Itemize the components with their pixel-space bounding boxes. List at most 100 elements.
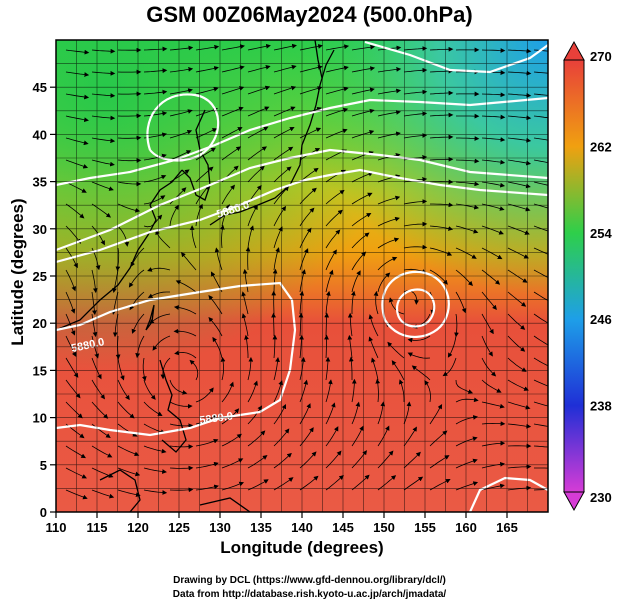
streamline-arrow (273, 247, 280, 271)
streamline-arrow (533, 335, 548, 346)
y-tick-label: 0 (40, 505, 47, 520)
streamline-arrow (481, 48, 506, 53)
streamline-arrow (377, 450, 394, 469)
streamline-arrow (117, 467, 141, 477)
colorbar-bottom-arrow (563, 491, 585, 512)
x-tick-label: 150 (373, 520, 395, 535)
x-tick-label: 145 (332, 520, 354, 535)
streamline-arrow (299, 44, 323, 51)
y-tick-label: 30 (33, 222, 47, 237)
streamline-arrow (247, 204, 258, 227)
streamline-arrow (455, 158, 480, 164)
contour-5880-north (56, 168, 548, 264)
streamline-arrow (325, 128, 348, 139)
streamline-arrow (273, 403, 287, 425)
streamline-arrow (429, 90, 454, 96)
streamline-arrow (377, 475, 397, 491)
streamline-arrow (533, 159, 548, 164)
streamline-arrow (214, 247, 223, 271)
streamline-arrow (219, 224, 225, 249)
streamline-arrow (325, 107, 349, 117)
streamline-arrow (247, 64, 271, 73)
streamline-arrow (455, 181, 480, 187)
streamline-arrow (403, 111, 428, 117)
streamline-arrow (533, 291, 548, 302)
x-tick-label: 135 (250, 520, 272, 535)
streamline-arrow (271, 312, 276, 336)
streamline-arrow (507, 313, 526, 330)
streamline-arrow (403, 67, 428, 73)
streamline-arrow (299, 475, 319, 491)
streamline-arrow (481, 137, 506, 142)
streamline-arrow (447, 335, 457, 358)
streamline-arrow (351, 378, 357, 403)
streamline-arrow (221, 481, 245, 491)
streamline-arrow (507, 93, 532, 98)
streamline-arrow (173, 305, 197, 315)
coastline-taiwan (145, 304, 155, 331)
streamline-arrow (481, 114, 506, 120)
streamline-arrow (272, 334, 278, 359)
streamline-arrow (117, 158, 142, 163)
streamline-arrow (117, 379, 130, 401)
streamline-arrow (195, 184, 210, 205)
streamline-arrow (387, 341, 405, 359)
streamline-arrow (65, 467, 87, 479)
streamline-arrow (325, 475, 344, 491)
streamline-arrow (91, 467, 114, 478)
x-tick-label: 110 (46, 520, 67, 535)
streamline-arrow (347, 312, 353, 337)
streamline-arrow (299, 65, 323, 73)
streamline-arrow (91, 93, 116, 98)
streamline-arrow (507, 357, 527, 372)
streamline-arrow (175, 280, 197, 293)
streamline-arrow (424, 380, 431, 403)
streamline-arrow (117, 135, 142, 141)
colorbar-tick-label: 238 (590, 399, 612, 414)
streamline-arrow (481, 357, 497, 377)
streamline-arrow (351, 474, 370, 491)
streamline-arrow (407, 352, 431, 359)
cyclone-inner-contour (395, 288, 436, 328)
streamline-arrow (507, 335, 526, 352)
streamline-arrow (169, 150, 192, 161)
streamline-arrow (403, 451, 421, 469)
streamline-arrow (430, 202, 454, 208)
contour-5880-south (56, 281, 297, 437)
streamline-arrow (117, 489, 141, 497)
y-tick-label: 40 (33, 127, 47, 142)
streamline-arrow (325, 189, 345, 205)
streamline-arrow (147, 291, 170, 298)
colorbar-tick-label: 230 (590, 490, 612, 505)
streamline-arrow (481, 379, 502, 393)
streamline-arrow (273, 380, 284, 403)
streamline-arrow (169, 109, 193, 117)
streamline-arrow (273, 452, 292, 469)
streamline-arrow (481, 181, 506, 188)
streamline-arrow (273, 186, 290, 205)
streamline-arrow (169, 204, 179, 227)
x-tick-label: 115 (87, 520, 108, 535)
streamline-arrow (174, 350, 197, 359)
streamline-arrow (169, 129, 193, 139)
streamline-arrow (128, 269, 145, 288)
x-tick-label: 130 (209, 520, 231, 535)
streamline-arrow (180, 252, 197, 271)
streamline-arrow (189, 359, 199, 381)
colorbar-tick-label: 270 (590, 49, 612, 64)
streamline-arrow (241, 313, 249, 337)
streamline-arrow (507, 379, 529, 391)
streamline-arrow (325, 269, 334, 293)
streamline-arrow (325, 249, 337, 271)
streamline-arrow (244, 334, 249, 358)
streamline-arrow (299, 86, 323, 95)
height-contours (56, 40, 548, 512)
streamline-arrow (247, 85, 271, 95)
streamline-arrow (143, 68, 168, 74)
streamline-arrow (429, 404, 443, 425)
streamline-arrow (403, 221, 428, 227)
streamline-arrow (456, 136, 480, 141)
streamline-arrow (454, 313, 459, 338)
streamline-arrow (429, 112, 454, 118)
